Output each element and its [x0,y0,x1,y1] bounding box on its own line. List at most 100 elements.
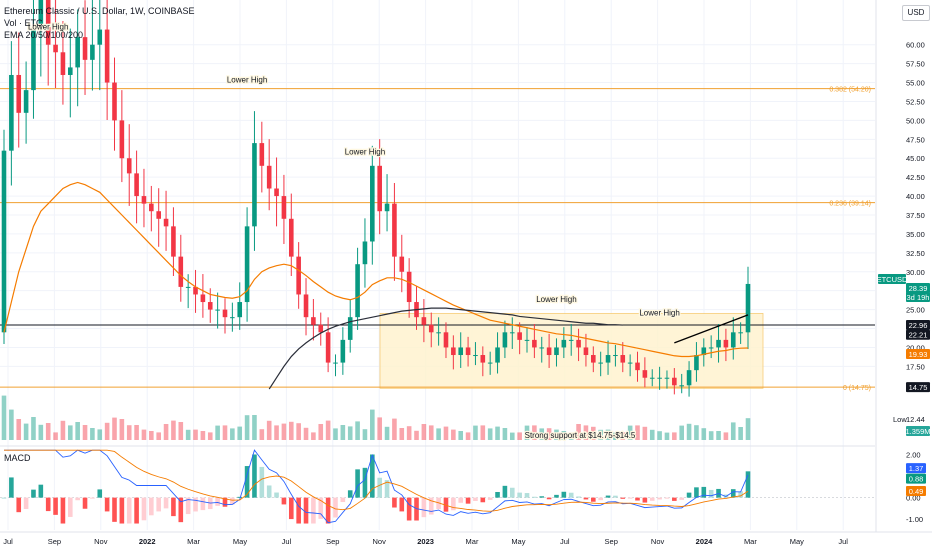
macd-histogram-bar [281,497,287,505]
volume-bar [554,429,559,440]
macd-histogram-bar [495,491,500,498]
candle [672,377,677,386]
macd-histogram-bar [458,497,464,503]
macd-histogram-bar [745,471,751,498]
candle [723,339,729,348]
volume-bar [723,432,729,440]
candle [347,317,353,340]
volume-bar [296,423,301,440]
volume-bar [583,425,589,440]
y-tick-label: 57.50 [906,60,925,69]
legend-symbol[interactable]: Ethereum Classic / U.S. Dollar, 1W, COIN… [4,6,195,16]
macd-histogram-bar [399,497,405,512]
price-tag-label: 28.39 [909,284,928,293]
candle [303,294,309,318]
volume-bar [502,428,508,440]
currency-button[interactable]: USD [902,5,930,21]
y-tick-label: 17.50 [906,362,925,371]
volume-tag-label: 1.359M [905,427,930,436]
volume-bar [613,432,618,440]
macd-histogram-bar [532,496,537,498]
macd-tag-label: 0.88 [909,475,924,484]
candle [207,302,213,310]
candle [664,377,670,379]
candle [406,271,412,303]
macd-histogram-bar [377,477,382,498]
volume-bar [627,425,633,440]
x-tick-label: 2022 [139,537,156,546]
macd-tick-label: 0.00 [906,494,921,503]
macd-legend[interactable]: MACD [4,453,31,463]
macd-histogram-bar [97,489,103,498]
y-tick-label: 42.50 [906,173,925,182]
candle [465,347,471,356]
macd-histogram-bar [657,497,662,500]
macd-histogram-bar [38,484,44,498]
macd-histogram-bar [421,497,427,518]
legend-volume[interactable]: Vol · ETC [4,18,43,28]
price-tag-label: ETCUSD [877,275,908,284]
candle [82,37,88,60]
candle [215,309,220,311]
candle [649,377,655,379]
candle [340,339,346,363]
x-tick-label: 2023 [417,537,434,546]
candle [524,339,530,341]
volume-bar [355,421,360,440]
y-tick-label: 35.00 [906,230,925,239]
macd-tick-label: -1.00 [906,515,923,524]
volume-bar [193,429,198,440]
candle [156,211,161,219]
macd-histogram-bar [311,497,316,524]
volume-bar [104,422,110,440]
volume-bar [509,432,515,440]
x-tick-label: 2024 [696,537,714,546]
volume-bar [244,415,250,440]
candle [377,165,382,212]
volume-bar [288,421,294,440]
candle [9,74,14,151]
candle [627,362,633,364]
macd-histogram-bar [244,466,250,498]
candle [392,203,397,257]
low-value: 12.44 [906,415,925,424]
volume-bar [1,395,7,440]
volume-bar [591,426,596,440]
volume-bar [620,432,626,440]
volume-bar [303,427,309,440]
candle [517,332,522,340]
price-axis: 17.5020.0022.5025.0027.5030.0032.5035.00… [875,0,925,532]
candle [384,203,390,212]
macd-histogram-bar [443,497,449,512]
macd-histogram-bar [318,497,324,519]
volume-bar [708,431,714,440]
candle [428,324,434,333]
candle [591,355,596,363]
candle [583,347,589,356]
ema-50-line [3,181,749,358]
candle [126,158,132,174]
volume-bar [524,425,530,440]
macd-histogram-bar [252,454,257,498]
volume-bar [163,424,169,440]
volume-bar [362,429,368,440]
legend-ema[interactable]: EMA 20/50/100/200 [4,30,84,40]
volume-bar [436,428,441,440]
candle [163,218,169,227]
candle [45,0,51,45]
macd-histogram-bar [230,497,235,505]
volume-bar [112,417,117,440]
volume-bar [716,431,721,440]
macd-histogram-bar [104,497,110,512]
level-label: 0.382 (54.20) [829,87,871,94]
candle [1,150,7,333]
trend-line [674,314,749,344]
candle [134,173,139,197]
volume-bar [156,432,161,440]
price-tag [906,291,930,302]
volume-bar [31,417,36,440]
candle [561,339,567,348]
macd-histogram-bar [67,497,73,517]
volume-bar [82,425,88,440]
